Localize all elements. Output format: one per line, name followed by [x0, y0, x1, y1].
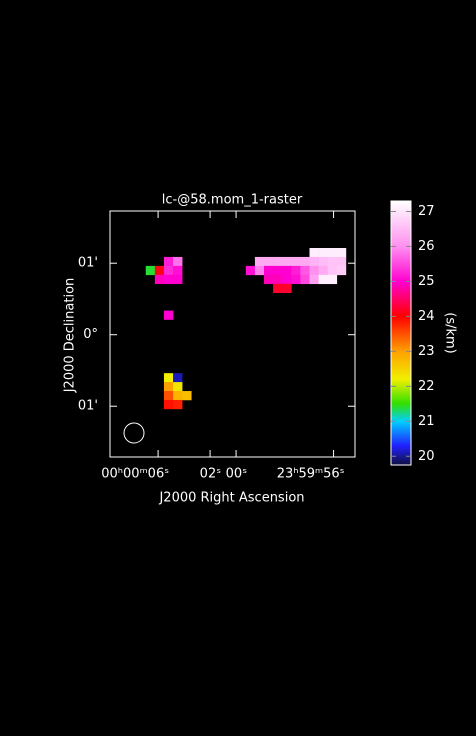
pixel	[327, 265, 338, 276]
colorbar-label: (s/km)	[443, 312, 458, 354]
x-tick-label: 00ʰ00ᵐ06ˢ	[101, 467, 169, 482]
colorbar-tick-label: 20	[418, 449, 435, 464]
pixel	[264, 265, 274, 276]
y-tick-label: 01'	[78, 399, 98, 414]
pixel	[300, 256, 310, 267]
pixel	[309, 256, 319, 267]
pixel	[273, 283, 283, 294]
pixel	[163, 265, 174, 276]
y-tick-label: 0°	[83, 327, 98, 342]
pixel	[163, 373, 174, 383]
pixel	[327, 274, 338, 285]
colorbar-tick-label: 27	[418, 204, 435, 219]
pixel	[173, 265, 183, 276]
pixel	[254, 265, 265, 276]
pixel	[173, 399, 183, 410]
x-tick-label: 00ˢ	[226, 467, 248, 482]
y-axis-label: J2000 Declination	[63, 278, 78, 394]
pixel	[318, 256, 329, 267]
pixel	[309, 248, 319, 258]
pixel	[173, 274, 183, 285]
pixel	[154, 265, 165, 276]
pixel	[309, 265, 319, 276]
colorbar-tick-label: 26	[418, 239, 435, 254]
pixel	[163, 382, 174, 392]
colorbar-tick-label: 21	[418, 414, 435, 429]
x-axis-label: J2000 Right Ascension	[158, 491, 304, 506]
pixel	[264, 256, 274, 267]
pixel	[163, 310, 174, 320]
pixel	[300, 265, 310, 276]
pixel	[264, 274, 274, 285]
pixel	[163, 391, 174, 401]
pixel	[245, 265, 256, 276]
pixel	[282, 265, 292, 276]
plot-frame	[109, 210, 356, 458]
pixel	[282, 274, 292, 285]
pixel	[291, 265, 301, 276]
y-tick-label: 01'	[78, 256, 98, 271]
pixel	[291, 256, 301, 267]
pixel	[318, 265, 329, 276]
chart-title: lc-@58.mom_1-raster	[162, 193, 303, 208]
pixel	[300, 274, 310, 285]
pixel	[318, 248, 329, 258]
pixel	[336, 248, 347, 258]
pixel	[336, 256, 347, 267]
pixel	[163, 399, 174, 410]
pixel	[282, 283, 292, 294]
pixel	[327, 256, 338, 267]
pixel	[163, 256, 174, 267]
pixel	[273, 274, 283, 285]
pixel	[173, 256, 183, 267]
pixel	[254, 256, 265, 267]
pixel	[318, 274, 329, 285]
pixel	[291, 274, 301, 285]
pixel	[173, 382, 183, 392]
pixel	[327, 248, 338, 258]
pixel	[273, 256, 283, 267]
beam	[123, 422, 145, 444]
pixel	[336, 265, 347, 276]
pixel	[282, 256, 292, 267]
colorbar-tick-label: 22	[418, 379, 435, 394]
pixel	[309, 274, 319, 285]
colorbar-tick-label: 25	[418, 274, 435, 289]
pixel	[154, 274, 165, 285]
colorbar-tick-label: 24	[418, 309, 435, 324]
x-tick-label: 02ˢ	[200, 467, 222, 482]
pixel	[145, 265, 156, 276]
pixel	[273, 265, 283, 276]
x-tick-label: 23ʰ59ᵐ56ˢ	[277, 467, 345, 482]
pixel	[163, 274, 174, 285]
pixel	[173, 391, 183, 401]
pixel	[173, 373, 183, 383]
pixel	[182, 391, 192, 401]
colorbar-tick-label: 23	[418, 344, 435, 359]
colorbar	[390, 200, 412, 466]
